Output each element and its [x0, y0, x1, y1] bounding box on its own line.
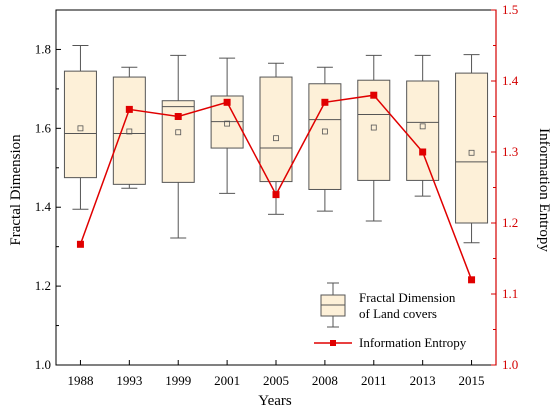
box-mean-marker: [224, 120, 231, 127]
y-right-tick-label: 1.2: [502, 215, 518, 230]
box-mean-marker: [77, 125, 84, 132]
entropy-point-2013: [419, 148, 427, 156]
box-1999: [161, 54, 195, 239]
entropy-point-1993: [125, 105, 133, 113]
box-2005: [259, 62, 293, 215]
y-axis-left-title: Fractal Dimension: [8, 134, 24, 246]
entropy-point-2015: [468, 276, 476, 284]
box-mean-marker: [419, 123, 426, 130]
x-tick-label: 1999: [165, 373, 191, 388]
entropy-point-2005: [272, 191, 280, 199]
box-series: [63, 45, 489, 244]
box-iqr: [259, 76, 293, 183]
box-2013: [406, 54, 440, 197]
box-mean-marker: [370, 124, 377, 131]
entropy-point-2001: [223, 98, 231, 106]
x-axis-title: Years: [258, 393, 292, 409]
entropy-point-2011: [370, 91, 378, 99]
legend-box-label-line1: Fractal Dimension: [359, 290, 456, 305]
box-2011: [357, 54, 391, 222]
legend-line-label: Information Entropy: [359, 335, 467, 350]
box-mean-marker: [126, 128, 133, 135]
x-tick-label: 2005: [263, 373, 289, 388]
box-mean-marker: [273, 135, 279, 142]
box-iqr: [63, 70, 97, 179]
x-tick-label: 2001: [214, 373, 240, 388]
x-tick-label: 2011: [361, 373, 387, 388]
box-1993: [112, 66, 146, 189]
x-tick-label: 1988: [67, 373, 93, 388]
y-left-tick-label: 1.6: [35, 120, 52, 135]
box-mean-marker: [321, 128, 328, 135]
entropy-point-1988: [76, 240, 84, 248]
box-iqr: [112, 76, 146, 185]
y-left-tick-label: 1.4: [35, 199, 52, 214]
y-left-tick-label: 1.8: [35, 41, 51, 56]
y-left-tick-label: 1.0: [35, 357, 51, 372]
box-1988: [63, 45, 97, 210]
legend: Fractal Dimension of Land covers Informa…: [314, 282, 467, 350]
box-2008: [308, 66, 342, 212]
y-axis-right-title: Information Entropy: [536, 128, 550, 252]
line-series: [76, 91, 476, 284]
box-mean-marker: [468, 149, 475, 156]
entropy-point-1999: [174, 113, 182, 120]
y-right-tick-label: 1.4: [502, 73, 519, 88]
x-tick-label: 2015: [459, 373, 485, 388]
box-2015: [455, 54, 489, 244]
x-tick-label: 2008: [312, 373, 338, 388]
x-tick-label: 2013: [410, 373, 436, 388]
box-mean-marker: [175, 129, 182, 136]
legend-line-marker: [330, 340, 336, 346]
y-left-tick-label: 1.2: [35, 278, 51, 293]
box-iqr: [406, 80, 440, 181]
y-right-tick-label: 1.0: [502, 357, 518, 372]
y-right-tick-label: 1.5: [502, 2, 518, 17]
box-2001: [210, 57, 244, 194]
x-tick-label: 1993: [116, 373, 142, 388]
box-iqr: [455, 72, 489, 224]
y-right-tick-label: 1.1: [502, 286, 518, 301]
legend-box-label-line2: of Land covers: [359, 306, 437, 321]
y-right-tick-label: 1.3: [502, 144, 518, 159]
axes: 1.0 1.2 1.4 1.6 1.8 1.0 1.1 1.2 1.3 1.4 1.5 1988 199…: [35, 2, 519, 388]
entropy-point-2008: [321, 98, 329, 106]
